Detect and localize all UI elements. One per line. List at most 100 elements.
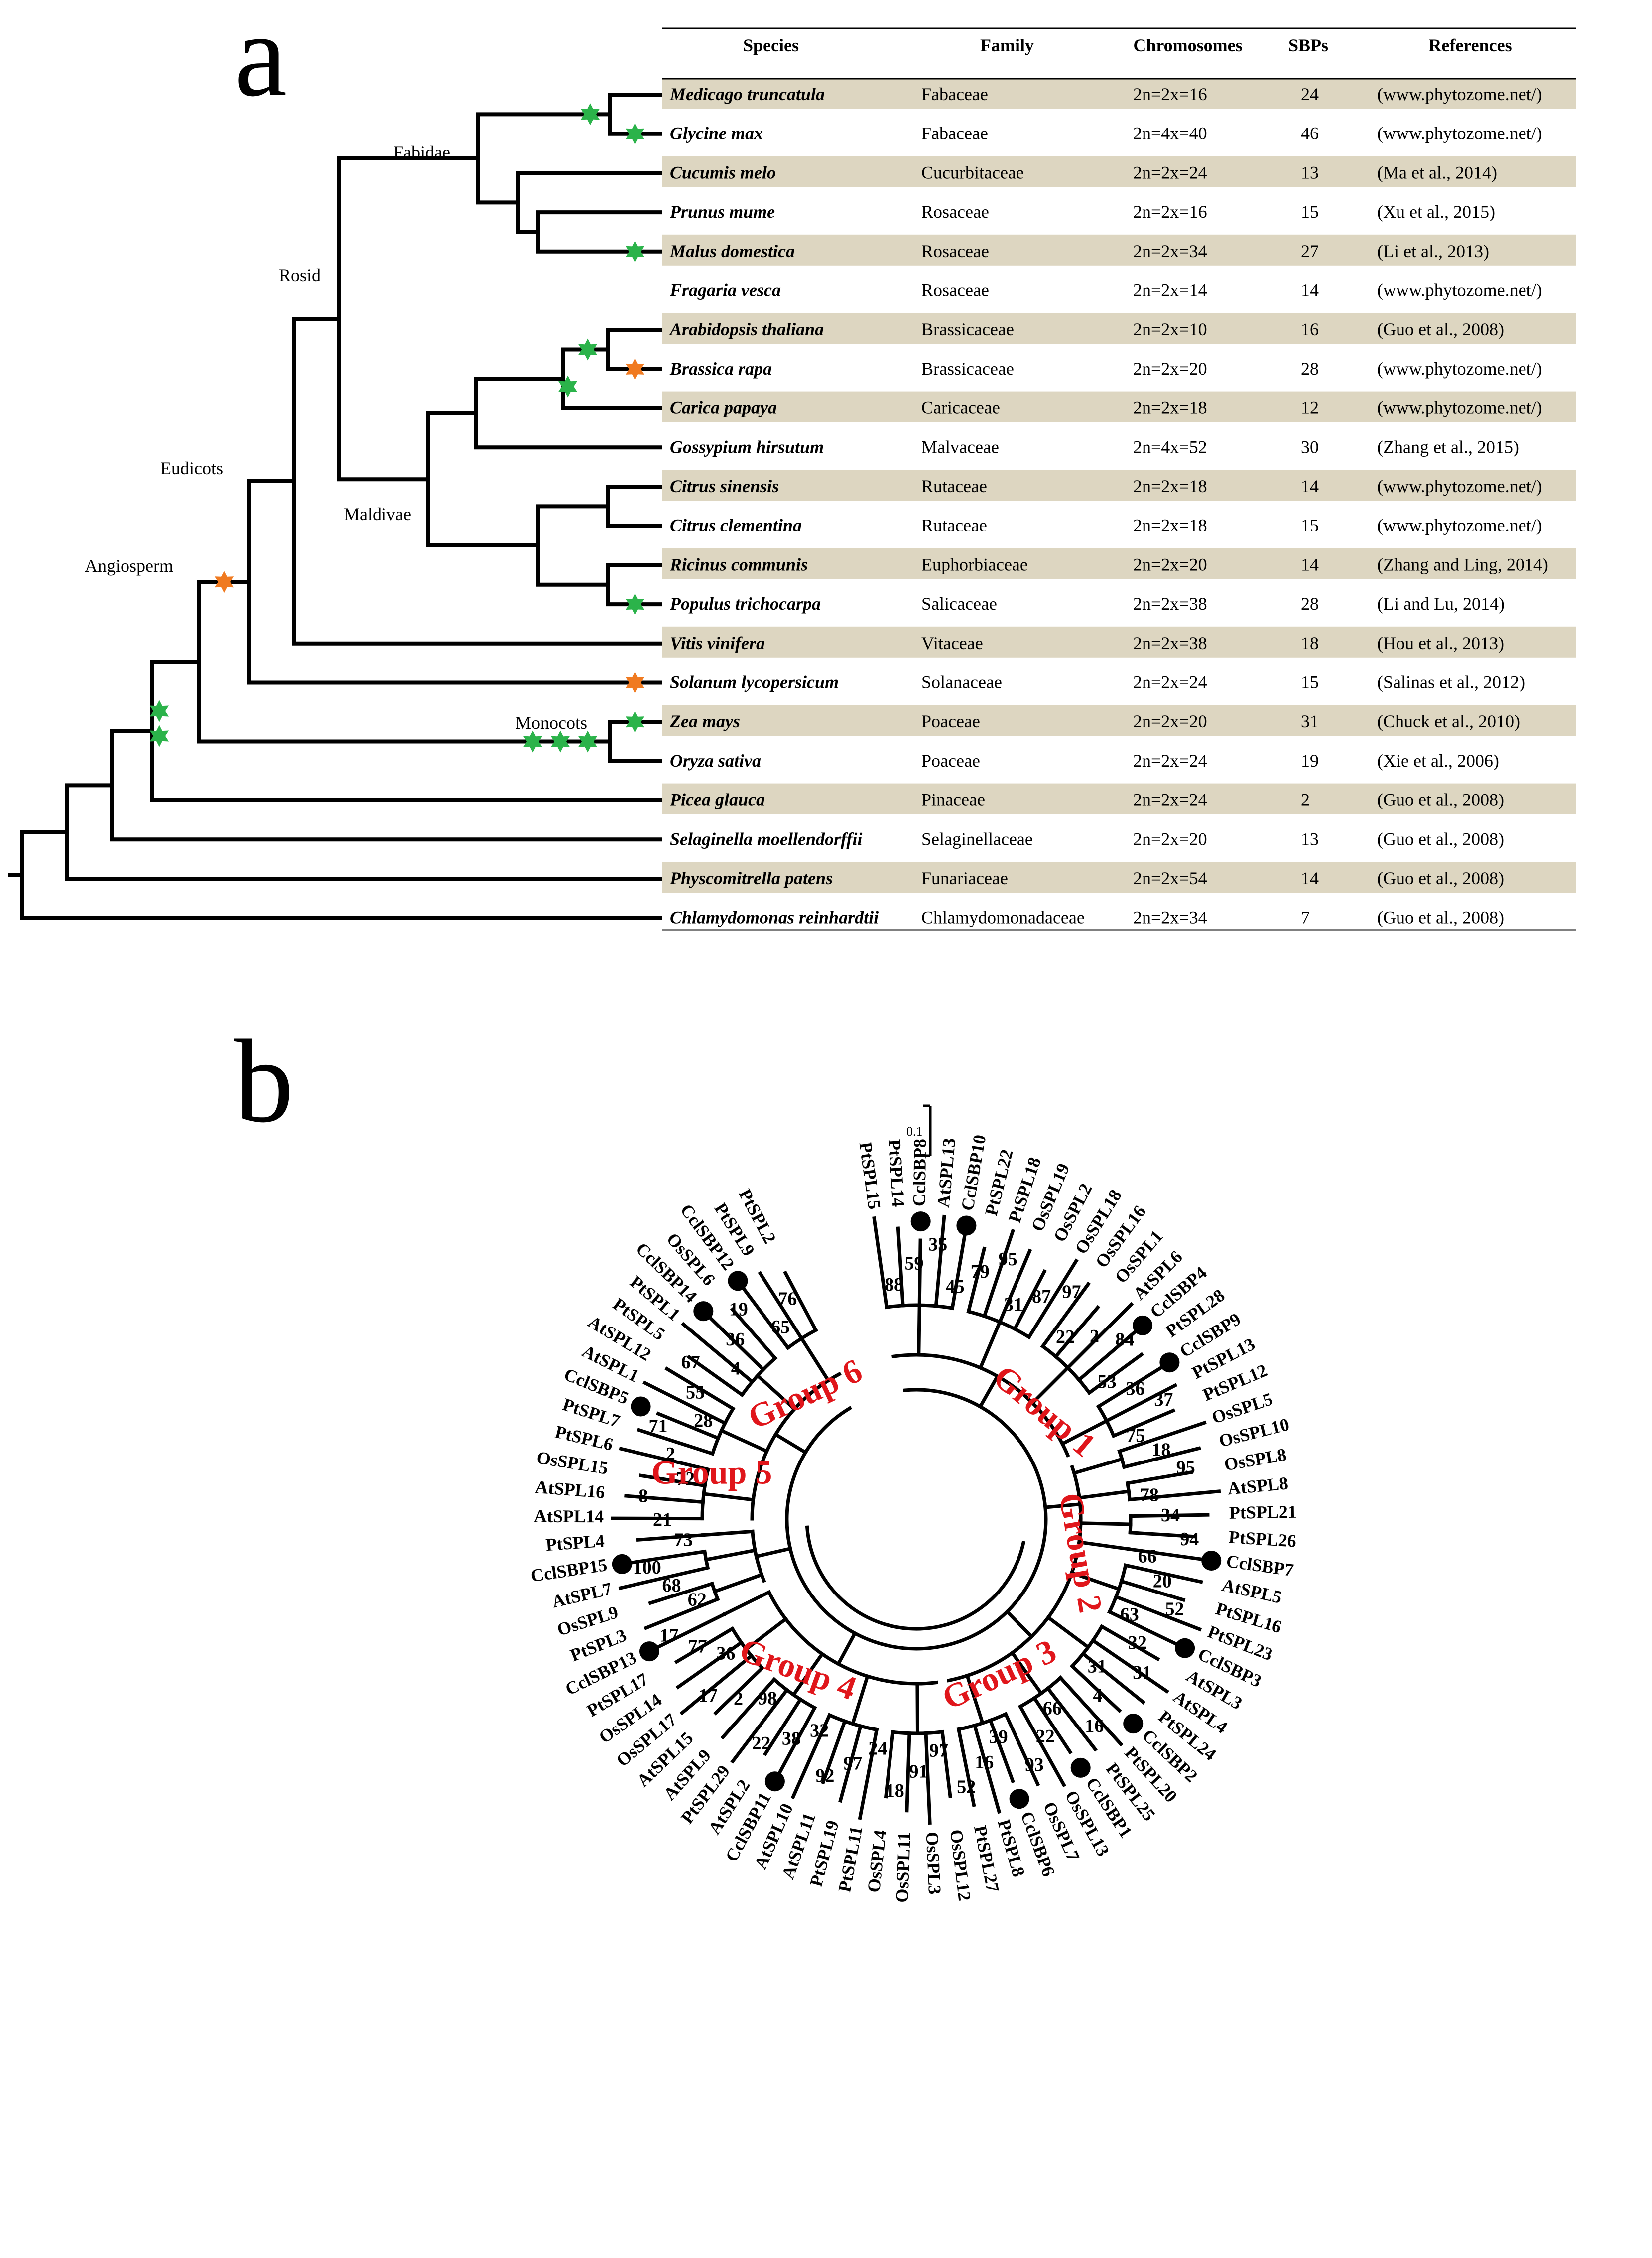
tree-branch: [636, 1533, 705, 1542]
leaf-label: AtSPL16: [534, 1477, 606, 1502]
citrus-marker-dot: [612, 1554, 632, 1574]
bootstrap-value: 20: [1153, 1571, 1172, 1592]
row-sbps: 15: [1301, 516, 1319, 535]
citrus-marker-dot: [910, 1211, 931, 1232]
tree-branch: [950, 1230, 968, 1311]
row-chromosomes: 2n=2x=20: [1133, 554, 1207, 574]
leaf-label: CclSBP7: [1225, 1551, 1295, 1581]
row-sbps: 13: [1301, 162, 1319, 182]
tree-branch: [730, 1626, 765, 1671]
duplication-marker: [578, 338, 598, 361]
row-chromosomes: 2n=2x=20: [1133, 359, 1207, 379]
tree-branch: [1119, 1579, 1186, 1602]
tree-branch: [337, 156, 480, 482]
row-chromosomes: 2n=2x=34: [1133, 241, 1207, 261]
row-sbps: 13: [1301, 829, 1319, 849]
tree-branch: [783, 1270, 818, 1333]
tree-branch: [606, 485, 662, 528]
row-chromosomes: 2n=2x=38: [1133, 633, 1207, 653]
bootstrap-value: 62: [688, 1589, 707, 1610]
tree-branch: [1005, 1609, 1034, 1639]
species-tree-table: Species Family Chromosomes SBPs Referenc…: [8, 27, 1576, 931]
row-species: Chlamydomonas reinhardtii: [670, 908, 879, 928]
bootstrap-value: 100: [633, 1557, 661, 1578]
row-chromosomes: 2n=2x=18: [1133, 516, 1207, 535]
tree-branch: [1099, 1624, 1160, 1662]
tree-branch: [773, 1432, 808, 1455]
clade-label-monocots: Monocots: [515, 713, 587, 733]
tree-branch: [982, 1229, 1015, 1319]
row-reference: (Guo et al., 2008): [1377, 908, 1504, 928]
bootstrap-value: 24: [868, 1738, 887, 1759]
tree-branch: [626, 1549, 707, 1565]
leaf-label: PtSPL15: [856, 1141, 885, 1210]
tree-branch: [1122, 1446, 1201, 1469]
tree-branch: [905, 1731, 911, 1813]
tree-branch: [758, 1271, 804, 1341]
row-family: Cucurbitaceae: [921, 162, 1024, 182]
row-sbps: 16: [1301, 319, 1319, 339]
row-chromosomes: 2n=2x=24: [1133, 790, 1207, 810]
row-reference: (Li and Lu, 2014): [1377, 594, 1505, 614]
row-chromosomes: 2n=2x=24: [1133, 672, 1207, 692]
table-row-shade: [662, 705, 1576, 736]
tree-branch: [624, 1494, 705, 1504]
tree-branch: [702, 1492, 756, 1502]
tree-branch: [775, 1705, 817, 1778]
row-species: Zea mays: [669, 711, 740, 731]
tree-branch: [978, 1320, 1002, 1370]
row-sbps: 14: [1301, 476, 1319, 496]
tree-branch: [1077, 1540, 1131, 1551]
bootstrap-value: 59: [905, 1253, 924, 1274]
tree-branch: [965, 1673, 985, 1726]
row-species: Physcomitrella patens: [669, 868, 833, 888]
row-species: Prunus mume: [669, 202, 775, 222]
bootstrap-value: 38: [782, 1728, 801, 1749]
bootstrap-value: 28: [694, 1410, 713, 1431]
bootstrap-value: 65: [771, 1317, 790, 1337]
row-sbps: 27: [1301, 241, 1319, 261]
bootstrap-value: 72: [676, 1468, 695, 1489]
tree-branch: [1072, 1457, 1125, 1475]
leaf-label: OsSPL12: [946, 1829, 975, 1902]
table-row-shade: [662, 626, 1576, 658]
row-chromosomes: 2n=2x=24: [1133, 162, 1207, 182]
tree-branch: [1053, 1305, 1101, 1359]
row-chromosomes: 2n=2x=24: [1133, 751, 1207, 771]
row-species: Citrus sinensis: [670, 476, 779, 496]
row-family: Malvaceae: [921, 437, 999, 457]
tree-branch: [1040, 1281, 1091, 1349]
tree-branch: [110, 729, 662, 842]
tree-branch: [884, 1730, 895, 1799]
table-row-shade: [662, 78, 1576, 109]
tree-branch: [838, 1724, 863, 1803]
tree-branch: [536, 210, 662, 254]
row-reference: (Xu et al., 2015): [1377, 202, 1495, 222]
citrus-marker-dot: [1159, 1352, 1180, 1373]
bootstrap-value: 22: [1056, 1327, 1075, 1347]
duplication-marker: [149, 725, 169, 747]
row-reference: (Xie et al., 2006): [1377, 751, 1499, 771]
row-reference: (Li et al., 2013): [1377, 241, 1489, 261]
tree-branch: [754, 1546, 792, 1559]
tree-branch: [850, 1674, 870, 1726]
row-family: Brassicaceae: [921, 319, 1014, 339]
row-sbps: 46: [1301, 124, 1319, 143]
tree-branch: [713, 1665, 765, 1716]
tree-branch: [790, 1713, 832, 1800]
row-sbps: 19: [1301, 751, 1319, 771]
tree-branch: [1012, 1269, 1047, 1331]
row-species: Oryza sativa: [670, 751, 761, 771]
table-row-shade: [662, 391, 1576, 422]
bootstrap-value: 87: [1032, 1286, 1051, 1307]
tree-branch: [1069, 1571, 1121, 1592]
bootstrap-value: 92: [815, 1765, 834, 1786]
tree-branch: [247, 479, 662, 685]
duplication-marker: [625, 358, 645, 380]
bootstrap-value: 45: [946, 1276, 965, 1297]
row-species: Picea glauca: [669, 790, 765, 810]
bootstrap-value: 94: [1180, 1529, 1199, 1550]
row-sbps: 12: [1301, 398, 1319, 418]
row-family: Euphorbiaceae: [921, 554, 1028, 574]
group-label: Group 6: [742, 1351, 868, 1436]
